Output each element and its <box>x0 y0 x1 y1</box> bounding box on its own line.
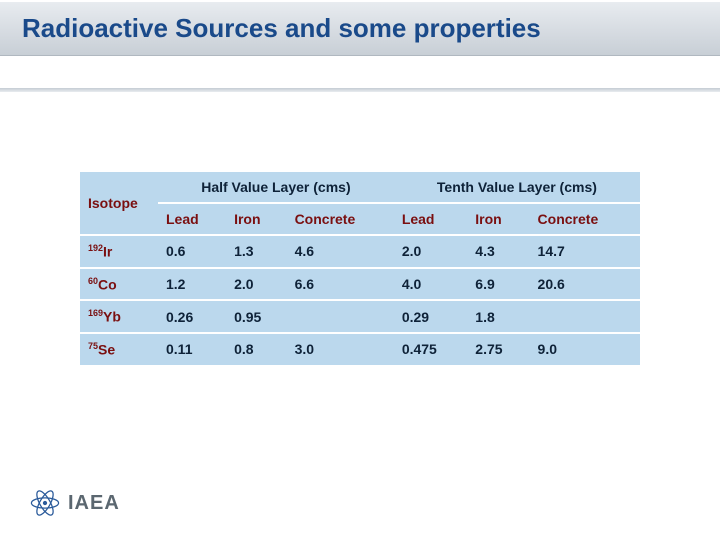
cell: 20.6 <box>530 269 640 300</box>
cell <box>287 301 394 332</box>
header-row-2: Lead Iron Concrete Lead Iron Concrete <box>80 204 640 234</box>
sub-header: Concrete <box>287 204 394 234</box>
cell: 4.3 <box>467 236 529 267</box>
isotope-label: 75Se <box>80 334 158 365</box>
sub-header: Concrete <box>530 204 640 234</box>
title-bar: Radioactive Sources and some properties <box>0 0 720 56</box>
cell: 0.6 <box>158 236 226 267</box>
cell: 3.0 <box>287 334 394 365</box>
atom-icon <box>28 486 62 520</box>
shielding-table: Isotope Half Value Layer (cms) Tenth Val… <box>80 170 640 367</box>
table-row: 75Se 0.11 0.8 3.0 0.475 2.75 9.0 <box>80 334 640 365</box>
table-row: 169Yb 0.26 0.95 0.29 1.8 <box>80 301 640 332</box>
group-header-hvl: Half Value Layer (cms) <box>158 172 394 202</box>
sub-header: Lead <box>158 204 226 234</box>
sub-header: Iron <box>226 204 286 234</box>
sub-header: Iron <box>467 204 529 234</box>
isotope-label: 60Co <box>80 269 158 300</box>
data-table-container: Isotope Half Value Layer (cms) Tenth Val… <box>80 170 640 367</box>
cell: 0.11 <box>158 334 226 365</box>
cell: 1.2 <box>158 269 226 300</box>
footer-logo: IAEA <box>28 486 120 520</box>
cell: 0.475 <box>394 334 467 365</box>
cell <box>530 301 640 332</box>
isotope-header: Isotope <box>80 172 158 234</box>
table-row: 192Ir 0.6 1.3 4.6 2.0 4.3 14.7 <box>80 236 640 267</box>
cell: 0.26 <box>158 301 226 332</box>
org-label: IAEA <box>68 492 120 515</box>
cell: 0.95 <box>226 301 286 332</box>
header-row-1: Isotope Half Value Layer (cms) Tenth Val… <box>80 172 640 202</box>
cell: 0.8 <box>226 334 286 365</box>
cell: 4.6 <box>287 236 394 267</box>
cell: 0.29 <box>394 301 467 332</box>
cell: 2.0 <box>394 236 467 267</box>
cell: 1.3 <box>226 236 286 267</box>
header-divider <box>0 88 720 92</box>
cell: 6.6 <box>287 269 394 300</box>
isotope-label: 169Yb <box>80 301 158 332</box>
cell: 1.8 <box>467 301 529 332</box>
isotope-label: 192Ir <box>80 236 158 267</box>
cell: 9.0 <box>530 334 640 365</box>
sub-header: Lead <box>394 204 467 234</box>
cell: 4.0 <box>394 269 467 300</box>
cell: 6.9 <box>467 269 529 300</box>
cell: 2.75 <box>467 334 529 365</box>
cell: 2.0 <box>226 269 286 300</box>
group-header-tvl: Tenth Value Layer (cms) <box>394 172 640 202</box>
page-title: Radioactive Sources and some properties <box>22 13 541 44</box>
cell: 14.7 <box>530 236 640 267</box>
table-row: 60Co 1.2 2.0 6.6 4.0 6.9 20.6 <box>80 269 640 300</box>
